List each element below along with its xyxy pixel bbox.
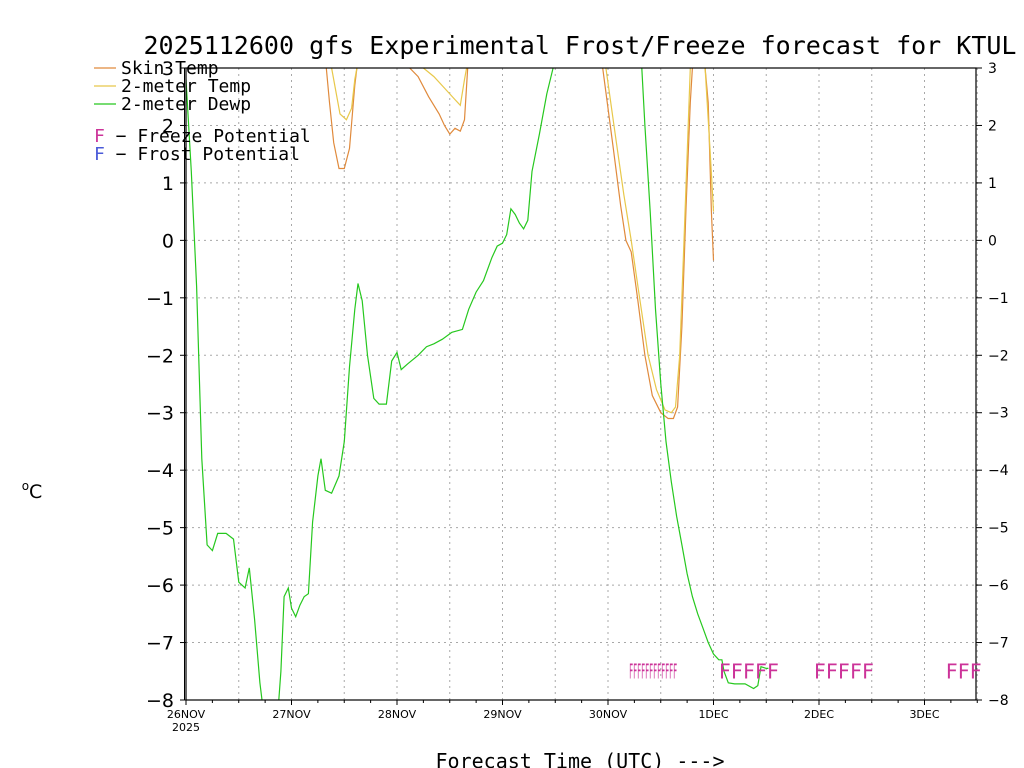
y-tick-label-right: −7 <box>988 636 1009 652</box>
legend-label: Skin Temp <box>121 58 219 79</box>
y-tick-label: −5 <box>146 518 174 540</box>
y-tick-label: −2 <box>146 345 174 367</box>
x-tick-label: 26NOV <box>167 708 206 721</box>
series-2-meter-temp <box>331 68 715 414</box>
series-line <box>605 68 691 414</box>
freeze-potential-mark: FFFFFFFFFFFF <box>629 659 677 683</box>
chart-title: 2025112600 gfs Experimental Frost/Freeze… <box>144 31 1017 60</box>
y-tick-label: 3 <box>162 58 174 80</box>
y-tick-label: 0 <box>162 230 174 252</box>
y-tick-label-right: −2 <box>988 348 1009 364</box>
y-tick-label: −6 <box>146 575 174 597</box>
x-tick-label: 29NOV <box>483 708 522 721</box>
series-skin-temp <box>325 68 715 420</box>
y-tick-label-right: 2 <box>988 118 997 134</box>
y-tick-label-right: 3 <box>988 61 997 77</box>
x-tick-label: 2DEC <box>804 708 834 721</box>
y-tick-label-right: −1 <box>988 291 1009 307</box>
series-line <box>602 68 693 420</box>
x-tick-label: 3DEC <box>909 708 939 721</box>
x-axis-label: Forecast Time (UTC) ---> <box>436 749 725 768</box>
legend-label: 2-meter Temp <box>121 76 251 97</box>
series-line <box>325 68 358 170</box>
freeze-potential-mark: FFF <box>946 659 982 683</box>
grid-layer <box>186 68 978 700</box>
y-axis-label: oC <box>22 479 43 503</box>
series-line <box>186 79 263 700</box>
y-tick-label: 1 <box>162 173 174 195</box>
legend-label: F − Frost Potential <box>94 144 300 165</box>
y-tick-label-right: −6 <box>988 578 1009 594</box>
legend-label: 2-meter Dewp <box>121 94 251 115</box>
freeze-potential-mark: FFFFF <box>814 659 874 683</box>
y-tick-label: −7 <box>146 633 174 655</box>
x-tick-label: 27NOV <box>272 708 311 721</box>
x-tick-sublabel: 2025 <box>172 721 200 734</box>
y-tick-label: −1 <box>146 288 174 310</box>
y-tick-label-right: −4 <box>988 463 1009 479</box>
y-tick-label: 2 <box>162 115 174 137</box>
x-tick-label: 28NOV <box>378 708 417 721</box>
series-line <box>278 68 554 700</box>
x-tick-label: 30NOV <box>589 708 628 721</box>
series-line <box>704 68 715 212</box>
plot-frame <box>184 67 977 701</box>
y-tick-label-right: −3 <box>988 406 1009 422</box>
series-layer <box>186 68 769 700</box>
x-tick-label: 1DEC <box>698 708 728 721</box>
y-tick-label-right: 1 <box>988 176 997 192</box>
series-2-meter-dewp <box>186 68 769 700</box>
series-line <box>409 68 469 136</box>
y-axis-ticks: 3 3 2 2 1 1 0 0 −1 −1 −2 −2 −3 −3 −4 −4 −5 −5 −6 −6 −7 −7 −8 −8 <box>146 58 1009 712</box>
y-tick-label-right: −8 <box>988 693 1009 709</box>
y-tick-label-right: −5 <box>988 521 1009 537</box>
freeze-potential-marks: FFFFFFFFFFFF FFFFF FFFFF FFF <box>629 659 982 683</box>
freeze-potential-mark: FFFFF <box>719 659 779 683</box>
y-tick-label: −8 <box>146 690 174 712</box>
series-line <box>423 68 468 107</box>
plot-border <box>185 67 977 701</box>
legend-label: F − Freeze Potential <box>94 126 311 147</box>
y-tick-label: −3 <box>146 403 174 425</box>
y-tick-label-right: 0 <box>988 233 997 249</box>
series-line <box>641 68 769 690</box>
series-line <box>331 68 358 121</box>
y-tick-label: −4 <box>146 460 174 482</box>
